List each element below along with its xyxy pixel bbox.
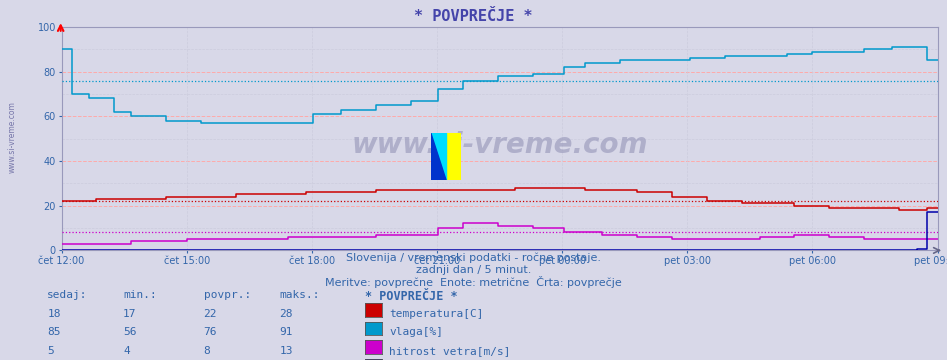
Text: 17: 17 bbox=[123, 309, 136, 319]
Text: hitrost vetra[m/s]: hitrost vetra[m/s] bbox=[389, 346, 510, 356]
Text: 56: 56 bbox=[123, 327, 136, 337]
Text: www.si-vreme.com: www.si-vreme.com bbox=[8, 101, 17, 173]
Text: 28: 28 bbox=[279, 309, 293, 319]
Text: Slovenija / vremenski podatki - ročne postaje.: Slovenija / vremenski podatki - ročne po… bbox=[346, 253, 601, 263]
Text: temperatura[C]: temperatura[C] bbox=[389, 309, 484, 319]
Text: Meritve: povprečne  Enote: metrične  Črta: povprečje: Meritve: povprečne Enote: metrične Črta:… bbox=[325, 276, 622, 288]
Polygon shape bbox=[431, 133, 446, 180]
Text: povpr.:: povpr.: bbox=[204, 290, 251, 300]
Text: 85: 85 bbox=[47, 327, 61, 337]
Text: 91: 91 bbox=[279, 327, 293, 337]
Text: * POVPREČJE *: * POVPREČJE * bbox=[414, 9, 533, 24]
Text: 4: 4 bbox=[123, 346, 130, 356]
Text: zadnji dan / 5 minut.: zadnji dan / 5 minut. bbox=[416, 265, 531, 275]
Polygon shape bbox=[431, 133, 446, 180]
Text: www.si-vreme.com: www.si-vreme.com bbox=[351, 131, 648, 159]
Text: 18: 18 bbox=[47, 309, 61, 319]
Text: vlaga[%]: vlaga[%] bbox=[389, 327, 443, 337]
Text: maks.:: maks.: bbox=[279, 290, 320, 300]
Text: sedaj:: sedaj: bbox=[47, 290, 88, 300]
Text: 8: 8 bbox=[204, 346, 210, 356]
Text: 5: 5 bbox=[47, 346, 54, 356]
Text: 76: 76 bbox=[204, 327, 217, 337]
Polygon shape bbox=[446, 133, 461, 180]
Text: * POVPREČJE *: * POVPREČJE * bbox=[365, 290, 457, 303]
Text: 22: 22 bbox=[204, 309, 217, 319]
Text: 13: 13 bbox=[279, 346, 293, 356]
Text: min.:: min.: bbox=[123, 290, 157, 300]
